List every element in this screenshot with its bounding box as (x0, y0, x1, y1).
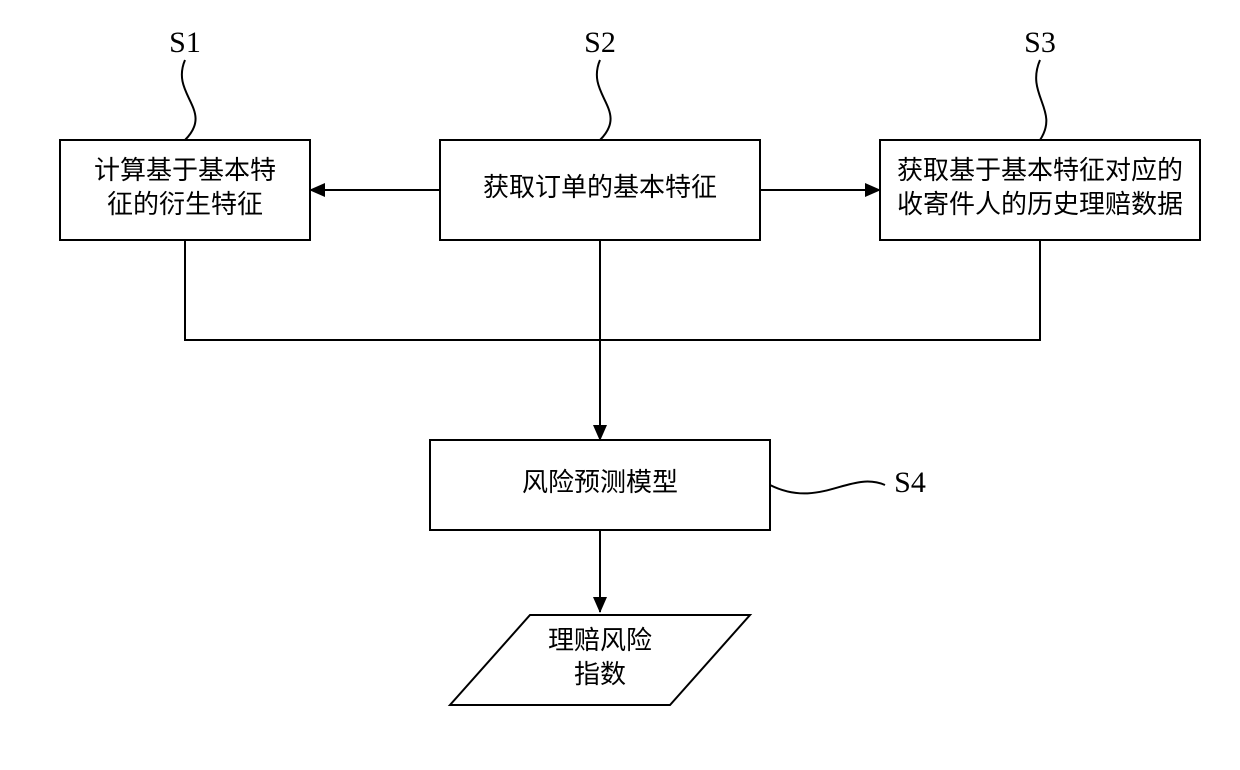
label-s2: S2 (584, 26, 616, 59)
box-b2-line0: 获取订单的基本特征 (483, 173, 717, 202)
output-line0: 理赔风险 (548, 626, 652, 655)
flowline-left_down (185, 240, 600, 340)
box-b1-line1: 征的衍生特征 (107, 190, 263, 219)
label-s1: S1 (169, 26, 201, 59)
label-s3: S3 (1024, 26, 1056, 59)
callout-c1 (182, 60, 196, 140)
callout-c2 (597, 60, 611, 140)
box-b3-line1: 收寄件人的历史理赔数据 (897, 190, 1183, 219)
output-line1: 指数 (574, 660, 626, 689)
callout-c3 (1036, 60, 1046, 140)
box-b3-line0: 获取基于基本特征对应的 (897, 156, 1183, 185)
box-b1-line0: 计算基于基本特 (94, 156, 276, 185)
flowline-right_down (600, 240, 1040, 340)
callout-c4 (770, 482, 885, 494)
flow-diagram: 计算基于基本特征的衍生特征 获取订单的基本特征 获取基于基本特征对应的收寄件人的历史… (0, 0, 1240, 770)
box-b4-line0: 风险预测模型 (522, 468, 678, 497)
label-s4: S4 (894, 466, 926, 499)
diagram-layer: 计算基于基本特征的衍生特征 获取订单的基本特征 获取基于基本特征对应的收寄件人的历史… (60, 26, 1200, 705)
